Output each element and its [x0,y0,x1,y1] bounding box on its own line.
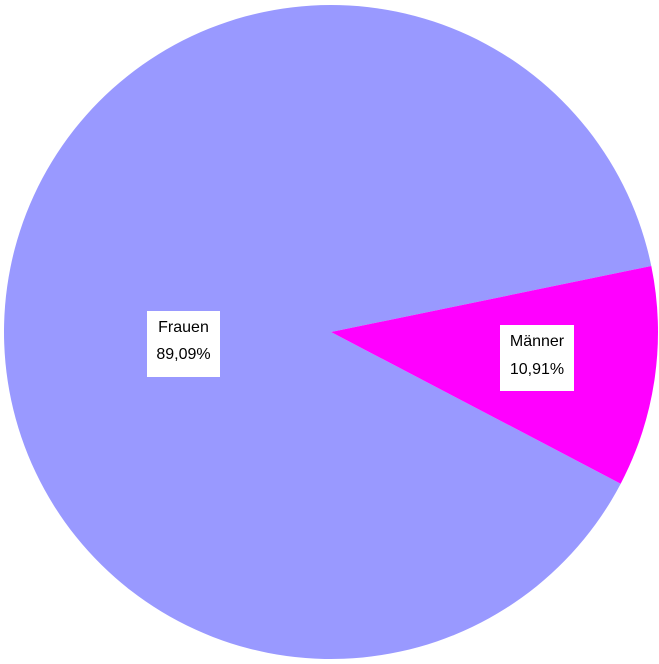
slice-label-box [147,311,220,377]
slice-label-value: 10,91% [510,361,564,378]
slice-label-name: Männer [510,333,565,350]
slice-label-frauen: Frauen 89,09% [147,311,220,377]
pie-slice-frauen [3,5,652,660]
slice-label-name: Frauen [158,319,209,336]
slice-label-maenner: Männer 10,91% [500,325,574,391]
slice-label-value: 89,09% [156,346,210,363]
pie-slice-mnner [331,266,659,484]
slice-label-box [500,325,574,391]
pie-slices [3,5,659,660]
